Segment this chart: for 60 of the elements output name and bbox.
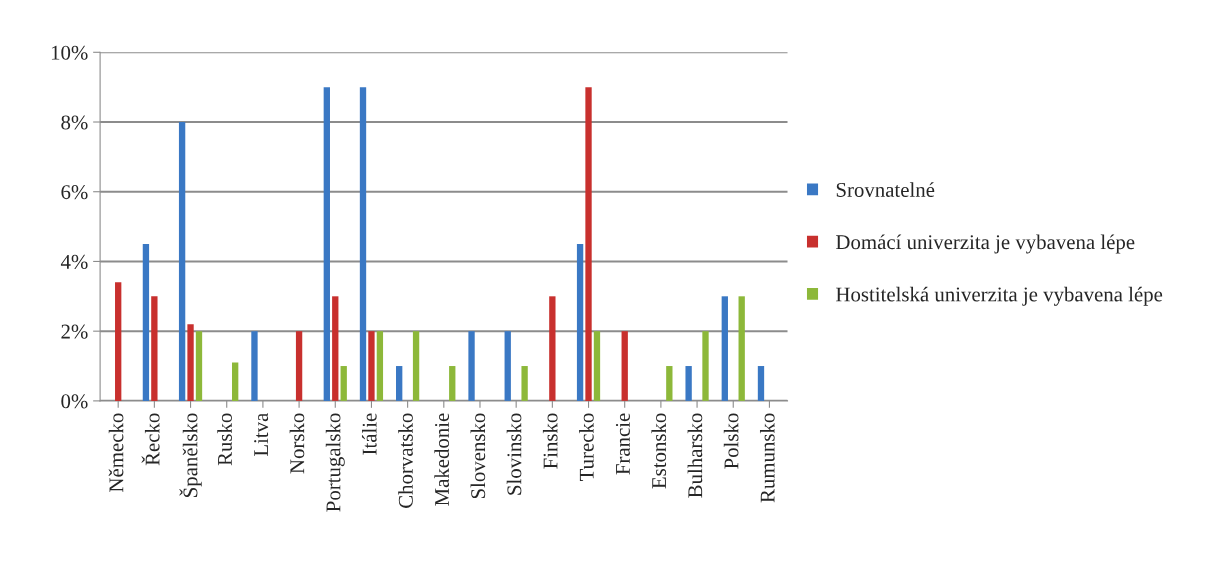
x-tick-label: Francie — [615, 413, 630, 475]
x-tick-label: Turecko — [579, 413, 594, 481]
bar — [232, 362, 239, 401]
bar — [295, 331, 303, 401]
bar — [115, 282, 122, 401]
y-tick-label: 8% — [61, 115, 88, 130]
x-tick-label: Řecko — [141, 413, 160, 466]
bar — [142, 244, 150, 401]
bar — [251, 331, 258, 401]
x-tick-label: Rusko — [217, 413, 232, 466]
bar — [323, 87, 330, 401]
bar — [621, 331, 628, 401]
bar — [178, 122, 186, 401]
y-tick-label: 0% — [61, 394, 88, 409]
bar — [332, 296, 339, 401]
x-tick-label: Itálie — [361, 413, 377, 455]
legend-label: Hostitelská univerzita je vybavena lépe — [836, 286, 1163, 306]
bar — [685, 366, 692, 401]
bar — [666, 366, 673, 401]
y-tick-label: 2% — [61, 324, 88, 339]
x-tick-label: Finsko — [542, 413, 558, 469]
bar — [368, 331, 375, 401]
bar — [449, 366, 456, 401]
bar — [576, 244, 584, 401]
x-tick-label: Portugalsko — [325, 413, 345, 512]
bar — [340, 366, 347, 401]
bar — [396, 366, 403, 401]
x-tick-label: Bulharsko — [687, 413, 703, 498]
bar — [721, 296, 728, 401]
bar — [151, 296, 158, 401]
x-tick-label: Norsko — [289, 413, 305, 474]
legend-label: Srovnatelné — [836, 182, 935, 197]
x-tick-label: Německo — [108, 413, 124, 492]
y-tick-label: 4% — [60, 254, 88, 269]
x-tick-label: Estonsko — [651, 413, 667, 489]
bar — [757, 366, 765, 401]
y-tick-label: 10% — [51, 45, 88, 60]
x-tick-label: Slovinsko — [506, 413, 522, 495]
bar — [593, 331, 601, 401]
x-tick-label: Litva — [254, 412, 269, 457]
bar — [195, 331, 203, 401]
bar — [504, 331, 511, 401]
y-tick-label: 6% — [61, 185, 88, 200]
bar — [738, 296, 745, 401]
bar — [549, 296, 556, 401]
bar — [521, 366, 528, 401]
legend-label: Domácí univerzita je vybavena lépe — [836, 234, 1135, 254]
bar — [702, 331, 709, 401]
x-tick-label: Makedonie — [434, 413, 450, 506]
bar — [585, 87, 592, 401]
bar — [376, 331, 384, 401]
x-tick-label: Španělsko — [179, 413, 202, 497]
bar — [359, 87, 367, 401]
bar — [412, 331, 420, 401]
bar — [468, 331, 475, 401]
x-tick-label: Polsko — [723, 413, 739, 469]
bar — [187, 324, 194, 401]
x-tick-label: Chorvatsko — [398, 413, 413, 508]
x-tick-label: Rumunsko — [759, 413, 775, 503]
x-tick-label: Slovensko — [470, 413, 486, 499]
